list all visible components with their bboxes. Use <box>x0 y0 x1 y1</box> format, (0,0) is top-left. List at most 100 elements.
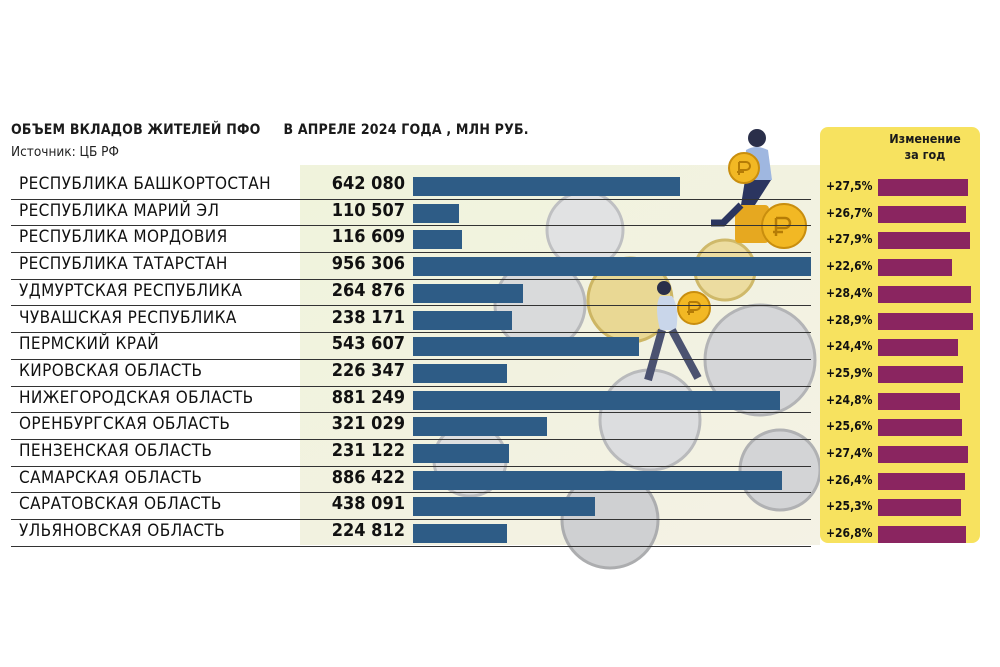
change-percent-label: +26,7% <box>826 205 873 220</box>
deposit-value-label: 224 812 <box>331 520 405 542</box>
man-with-coin-figure <box>644 281 711 382</box>
row-divider <box>11 332 811 334</box>
change-percent-label: +26,8% <box>826 526 873 541</box>
row-divider <box>11 252 811 254</box>
change-column-title: Изменение за год <box>880 131 970 163</box>
deposit-bar <box>413 444 510 463</box>
table-row: КИРОВСКАЯ ОБЛАСТЬ 226 347 <box>11 360 811 387</box>
deposit-value-label: 231 122 <box>331 440 405 461</box>
change-bar <box>878 392 960 410</box>
deposit-bar <box>413 177 681 196</box>
change-row: +26,8% <box>820 520 980 547</box>
change-bar <box>878 259 953 277</box>
deposit-value-label: 642 080 <box>331 173 405 194</box>
change-row: +27,4% <box>820 440 980 467</box>
table-row: РЕСПУБЛИКА БАШКОРТОСТАН 642 080 <box>11 173 811 200</box>
region-name: САМАРСКАЯ ОБЛАСТЬ <box>19 467 203 488</box>
change-bar <box>878 446 969 463</box>
row-divider <box>11 225 811 227</box>
change-bar <box>878 179 969 196</box>
deposit-value-label: 226 347 <box>331 359 405 381</box>
row-divider <box>11 438 811 440</box>
change-bar <box>878 419 963 437</box>
change-bar <box>878 285 972 303</box>
deposit-value-label: 438 091 <box>331 493 405 515</box>
change-bar <box>878 526 967 544</box>
deposit-bar <box>413 417 547 437</box>
change-percent-label: +26,4% <box>826 472 873 487</box>
deposit-value-label: 110 507 <box>331 199 405 221</box>
change-row: +22,6% <box>820 253 980 280</box>
row-divider <box>11 545 811 547</box>
deposit-value-label: 956 306 <box>331 253 405 275</box>
change-percent-label: +27,5% <box>826 179 873 193</box>
row-divider <box>11 198 811 200</box>
change-row: +25,3% <box>820 493 980 520</box>
region-name: САРАТОВСКАЯ ОБЛАСТЬ <box>19 494 222 515</box>
change-row: +25,9% <box>820 360 980 387</box>
table-row: ОРЕНБУРГСКАЯ ОБЛАСТЬ 321 029 <box>11 413 811 440</box>
change-row: +26,4% <box>820 467 980 494</box>
deposit-bar <box>413 283 524 303</box>
region-name: ПЕРМСКИЙ КРАЙ <box>19 334 160 355</box>
region-name: РЕСПУБЛИКА МОРДОВИЯ <box>19 227 228 248</box>
region-name: НИЖЕГОРОДСКАЯ ОБЛАСТЬ <box>19 387 254 408</box>
region-name: УДМУРТСКАЯ РЕСПУБЛИКА <box>19 280 243 301</box>
deposit-bar <box>413 470 782 490</box>
table-row: РЕСПУБЛИКА ТАТАРСТАН 956 306 <box>11 253 811 280</box>
table-row: ПЕРМСКИЙ КРАЙ 543 607 <box>11 333 811 360</box>
region-name: ЧУВАШСКАЯ РЕСПУБЛИКА <box>19 307 237 328</box>
row-divider <box>11 385 811 387</box>
table-row: ПЕНЗЕНСКАЯ ОБЛАСТЬ 231 122 <box>11 440 811 467</box>
region-name: УЛЬЯНОВСКАЯ ОБЛАСТЬ <box>19 521 226 542</box>
deposit-bar <box>413 203 459 223</box>
change-percent-label: +25,3% <box>826 499 873 514</box>
table-row: РЕСПУБЛИКА МАРИЙ ЭЛ 110 507 <box>11 200 811 227</box>
change-row: +27,5% <box>820 173 980 200</box>
table-row: РЕСПУБЛИКА МОРДОВИЯ 116 609 <box>11 226 811 254</box>
region-name: КИРОВСКАЯ ОБЛАСТЬ <box>19 360 203 381</box>
change-percent-label: +25,9% <box>826 365 873 380</box>
deposit-value-label: 264 876 <box>331 279 405 301</box>
table-row: НИЖЕГОРОДСКАЯ ОБЛАСТЬ 881 249 <box>11 387 811 414</box>
change-row: +24,8% <box>820 387 980 414</box>
change-percent-label: +28,9% <box>826 312 873 327</box>
change-percent-label: +25,6% <box>826 419 873 434</box>
row-divider <box>11 492 811 494</box>
deposit-bar <box>413 524 507 544</box>
row-divider <box>11 278 811 280</box>
change-percent-label: +24,8% <box>826 392 873 407</box>
table-row: ЧУВАШСКАЯ РЕСПУБЛИКА 238 171 <box>11 307 811 334</box>
deposit-bar <box>413 310 513 330</box>
change-row: +28,4% <box>820 280 980 307</box>
table-row: УЛЬЯНОВСКАЯ ОБЛАСТЬ 224 812 <box>11 520 811 547</box>
change-bar <box>878 499 962 517</box>
table-row: САРАТОВСКАЯ ОБЛАСТЬ 438 091 <box>11 493 811 521</box>
chart-title-part2: В АПРЕЛЕ 2024 ГОДА , МЛН РУБ. <box>283 122 529 138</box>
change-title-line2: за год <box>904 147 946 162</box>
deposit-bar <box>413 390 780 410</box>
deposit-bar <box>413 337 640 357</box>
change-row: +28,9% <box>820 307 980 334</box>
table-row: САМАРСКАЯ ОБЛАСТЬ 886 422 <box>11 467 811 494</box>
change-percent-label: +22,6% <box>826 259 873 274</box>
change-bar <box>878 339 959 357</box>
region-name: РЕСПУБЛИКА ТАТАРСТАН <box>19 254 228 275</box>
deposit-value-label: 881 249 <box>331 386 405 408</box>
deposit-value-label: 321 029 <box>331 413 405 435</box>
change-bar <box>878 312 973 330</box>
region-name: ОРЕНБУРГСКАЯ ОБЛАСТЬ <box>19 414 231 435</box>
deposit-value-label: 543 607 <box>331 333 405 355</box>
chart-title: ОБЪЕМ ВКЛАДОВ ЖИТЕЛЕЙ ПФО В АПРЕЛЕ 2024 … <box>11 122 529 138</box>
change-row: +27,9% <box>820 226 980 253</box>
change-percent-label: +27,4% <box>826 446 873 460</box>
change-row: +26,7% <box>820 200 980 227</box>
region-name: РЕСПУБЛИКА БАШКОРТОСТАН <box>19 174 271 194</box>
change-bar <box>878 232 970 250</box>
change-percent-label: +28,4% <box>826 285 873 300</box>
deposit-value-label: 886 422 <box>331 466 405 488</box>
deposit-bar <box>413 257 811 277</box>
source-note: Источник: ЦБ РФ <box>11 144 119 160</box>
deposit-value-label: 238 171 <box>331 306 405 328</box>
change-bar <box>878 472 965 490</box>
